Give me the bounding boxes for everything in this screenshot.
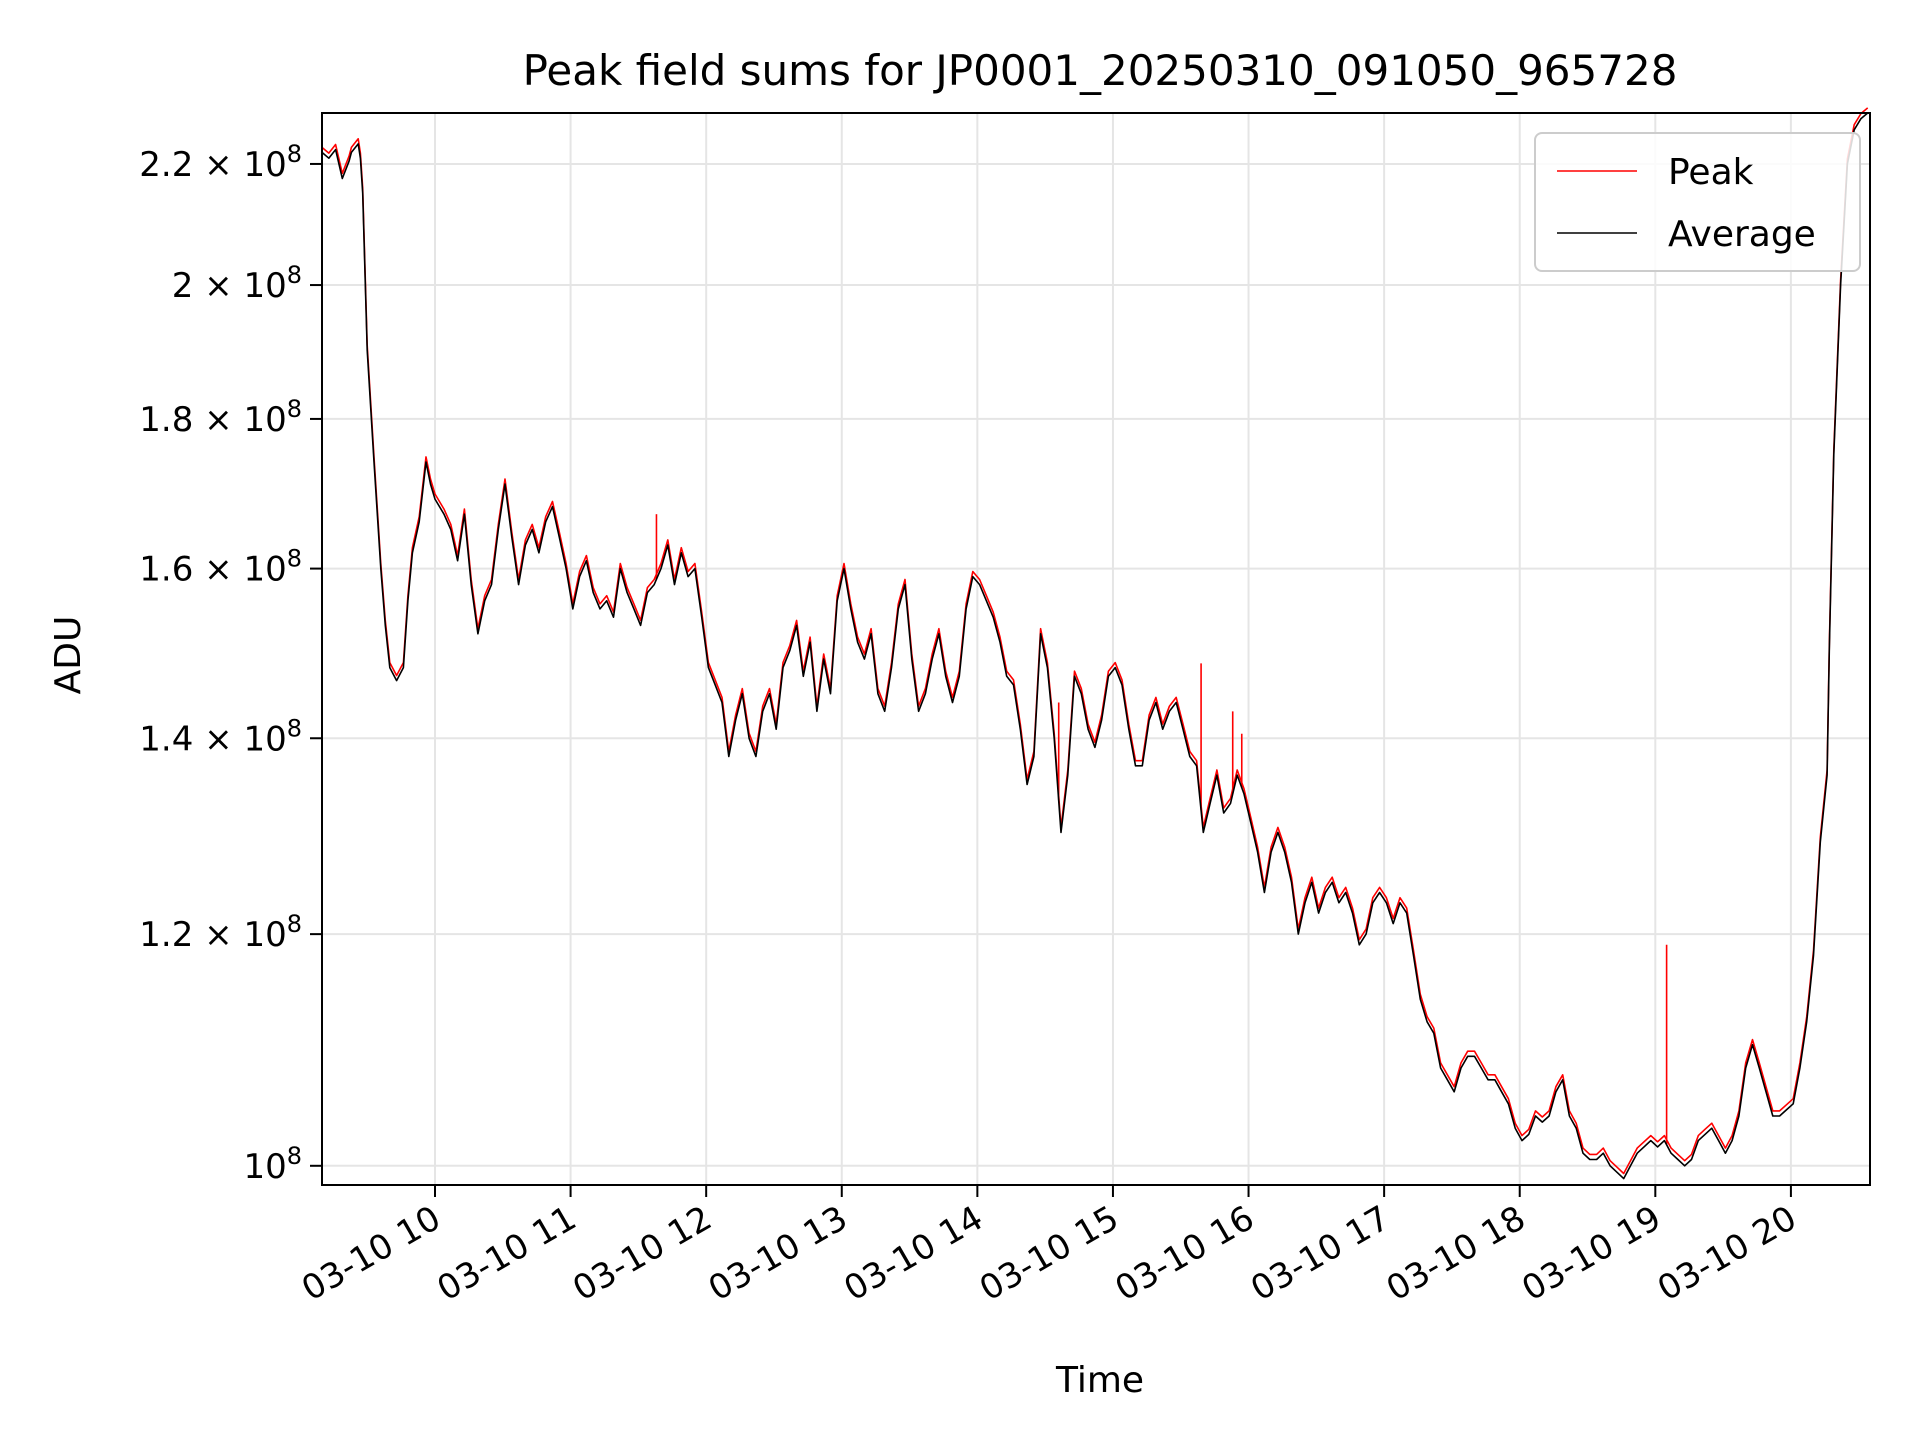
y-tick-label: 2.2 × 108 (139, 140, 302, 185)
x-axis-label: Time (1055, 1360, 1144, 1401)
legend-label-peak: Peak (1668, 152, 1754, 193)
y-tick-label: 2 × 108 (172, 261, 302, 306)
y-tick-label: 1.8 × 108 (139, 395, 302, 440)
y-tick-label: 108 (243, 1142, 302, 1187)
y-axis: 108 1.2 × 108 1.4 × 108 1.6 × 108 1.8 × 108 2… (139, 140, 322, 1187)
series-layer (321, 107, 1869, 1180)
y-tick-label: 1.2 × 108 (139, 910, 302, 955)
y-tick-label: 1.4 × 108 (139, 714, 302, 759)
legend-label-average: Average (1668, 214, 1816, 255)
legend-box (1534, 132, 1861, 272)
peak-series-line (321, 107, 1869, 1175)
y-tick-label: 1.6 × 108 (139, 545, 302, 590)
chart-title: Peak field sums for JP0001_20250310_0910… (523, 46, 1678, 95)
legend: Peak Average (1534, 132, 1861, 272)
plot-frame (321, 112, 1871, 1186)
average-series-line (321, 112, 1869, 1180)
y-axis-label: ADU (48, 616, 89, 695)
